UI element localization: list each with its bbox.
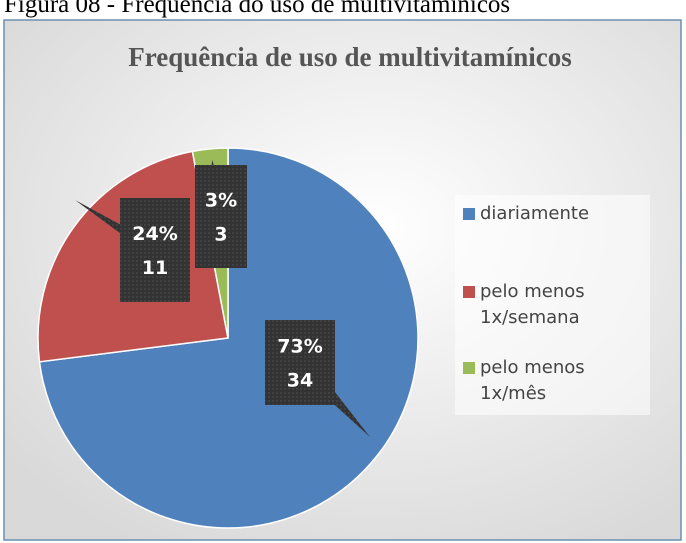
legend-item: pelo menos 1x/mês: [463, 355, 648, 407]
data-label: 73%: [277, 336, 322, 358]
data-label: 3%: [205, 190, 237, 212]
data-label-count: 3: [214, 224, 227, 246]
data-label: 24%: [132, 223, 177, 245]
legend-label: diariamente: [480, 203, 590, 224]
data-label-count: 11: [142, 257, 168, 279]
legend-item: pelo menos 1x/semana: [463, 279, 648, 331]
data-label-box: [265, 320, 335, 405]
legend: diariamente pelo menos 1x/semana pelo meno…: [455, 195, 650, 415]
legend-swatch: [463, 362, 475, 374]
data-label-box: [120, 198, 190, 302]
legend-swatch: [463, 208, 475, 220]
legend-swatch: [463, 286, 475, 298]
legend-label: pelo menos 1x/semana: [480, 281, 585, 328]
chart-title: Frequência de uso de multivitamínicos: [128, 42, 572, 72]
data-label-box: [195, 165, 247, 268]
legend-item: diariamente: [463, 201, 648, 227]
legend-label: pelo menos 1x/mês: [480, 357, 585, 404]
data-label-count: 34: [287, 370, 313, 392]
caption: Figura 08 - Frequência do uso de multivi…: [4, 0, 510, 18]
